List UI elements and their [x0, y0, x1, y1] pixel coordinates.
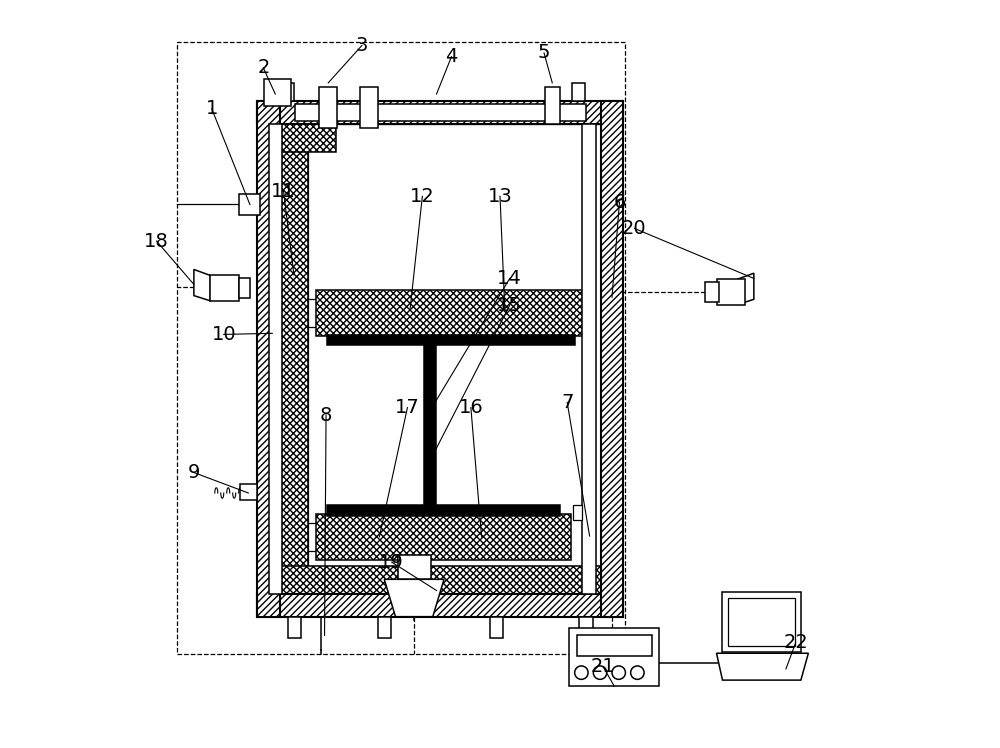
Bar — [378, 616, 391, 637]
Bar — [579, 616, 593, 637]
Polygon shape — [737, 273, 754, 304]
Text: 13: 13 — [488, 187, 512, 206]
Text: 14: 14 — [497, 269, 522, 288]
Bar — [210, 275, 239, 301]
Circle shape — [575, 666, 588, 679]
Bar — [705, 282, 719, 301]
Bar — [240, 484, 257, 500]
Text: 19: 19 — [379, 553, 404, 571]
Bar — [295, 105, 586, 121]
Bar — [424, 345, 436, 506]
Bar — [573, 505, 582, 520]
Text: 2: 2 — [257, 58, 270, 77]
Text: 11: 11 — [271, 182, 296, 200]
Bar — [327, 506, 560, 516]
Bar — [398, 556, 431, 579]
Bar — [239, 194, 260, 215]
Circle shape — [612, 666, 625, 679]
Bar — [308, 124, 601, 566]
Bar — [257, 102, 280, 616]
Text: 12: 12 — [410, 187, 435, 206]
Bar — [582, 124, 596, 594]
Bar — [316, 514, 571, 560]
Text: 15: 15 — [497, 295, 522, 315]
Polygon shape — [717, 653, 808, 680]
Text: 22: 22 — [783, 634, 808, 652]
Bar — [316, 289, 586, 336]
Text: 4: 4 — [445, 47, 458, 66]
Bar — [288, 616, 301, 637]
Circle shape — [593, 666, 607, 679]
Text: 6: 6 — [613, 193, 626, 212]
Bar — [601, 102, 623, 616]
Bar — [280, 124, 308, 594]
Bar — [280, 83, 294, 102]
Circle shape — [631, 666, 644, 679]
Bar — [257, 594, 623, 616]
Text: 7: 7 — [561, 393, 573, 412]
Text: 1: 1 — [206, 99, 218, 118]
Bar — [280, 124, 336, 153]
Bar — [264, 79, 291, 106]
Bar — [360, 87, 378, 128]
Bar — [490, 616, 503, 637]
Bar — [572, 83, 585, 102]
Bar — [545, 87, 560, 124]
Text: 21: 21 — [591, 657, 615, 676]
Bar — [728, 598, 795, 646]
Bar — [257, 102, 623, 124]
Text: 5: 5 — [538, 43, 550, 62]
Bar — [269, 124, 282, 594]
Polygon shape — [722, 592, 801, 652]
Polygon shape — [384, 579, 444, 616]
Text: 9: 9 — [188, 463, 200, 482]
Text: 20: 20 — [622, 219, 647, 238]
Text: 10: 10 — [211, 325, 236, 344]
Bar — [577, 635, 652, 656]
Bar — [280, 566, 601, 594]
Text: 8: 8 — [320, 405, 332, 425]
Bar — [319, 87, 337, 128]
Polygon shape — [194, 269, 210, 301]
Bar — [239, 278, 250, 298]
Bar — [327, 334, 575, 345]
Text: 17: 17 — [395, 398, 420, 417]
Text: 18: 18 — [144, 232, 169, 251]
Bar — [569, 628, 659, 686]
Text: 3: 3 — [356, 36, 368, 55]
Text: 16: 16 — [459, 398, 483, 417]
Bar — [717, 279, 745, 304]
